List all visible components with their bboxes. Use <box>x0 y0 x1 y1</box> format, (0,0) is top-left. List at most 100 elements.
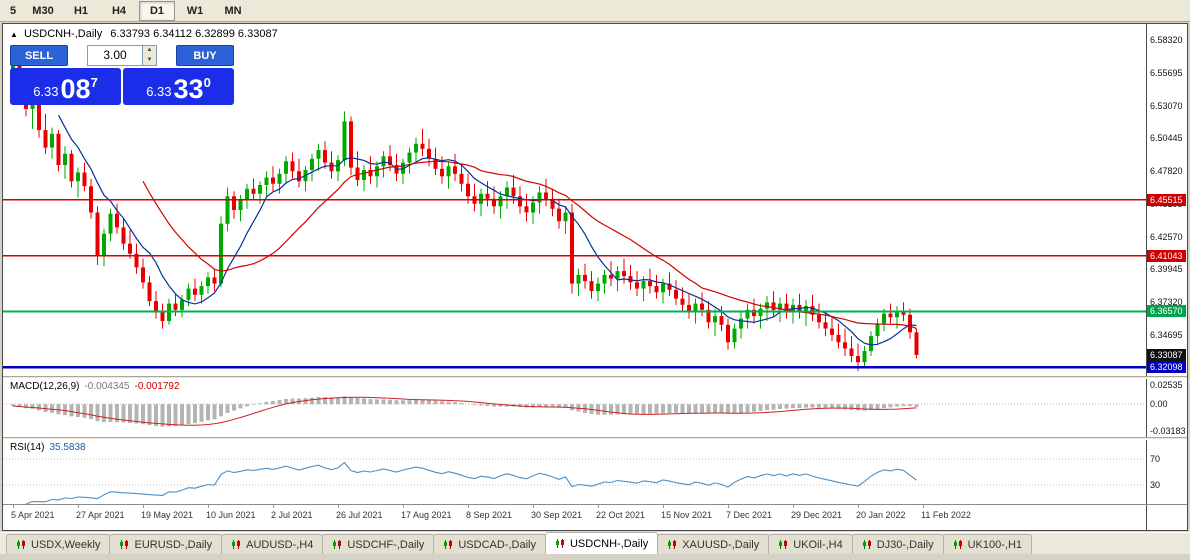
chart-tab-eurusd[interactable]: EURUSD-,Daily <box>109 534 223 554</box>
chart-tab-usdx[interactable]: USDX,Weekly <box>6 534 111 554</box>
timeframe-button-d1[interactable]: D1 <box>139 0 175 21</box>
sell-price-sup: 7 <box>90 75 98 90</box>
price-level-badge: 6.41043 <box>1147 249 1186 262</box>
sell-button[interactable]: SELL <box>10 45 68 66</box>
date-tick-mark <box>403 505 404 508</box>
rsi-label: RSI(14) 35.5838 <box>10 442 86 453</box>
date-axis-label: 30 Sep 2021 <box>531 510 583 520</box>
tab-chart-icon <box>862 540 871 549</box>
rsi-value: 35.5838 <box>49 442 86 453</box>
date-tick-mark <box>208 505 209 508</box>
date-axis-label: 20 Jan 2022 <box>856 510 906 520</box>
volume-up-button[interactable]: ▲ <box>143 46 156 56</box>
date-tick-mark <box>858 505 859 508</box>
chart-tab-usdcnh[interactable]: USDCNH-,Daily <box>544 532 659 554</box>
volume-down-button[interactable]: ▼ <box>143 55 156 65</box>
date-axis-label: 15 Nov 2021 <box>661 510 713 520</box>
date-tick-mark <box>468 505 469 508</box>
price-axis-label: 6.39945 <box>1150 264 1183 275</box>
price-axis-label: 6.55695 <box>1150 67 1183 78</box>
macd-indicator-chart[interactable] <box>3 379 1146 437</box>
timeframe-button-mn[interactable]: MN <box>224 4 242 17</box>
current-price-badge: 6.33087 <box>1147 348 1186 361</box>
timeframe-button-5[interactable]: 5 <box>9 4 17 17</box>
date-axis-label: 27 Apr 2021 <box>76 510 125 520</box>
chart-tab-ukoil[interactable]: UKOil-,H4 <box>768 534 853 554</box>
price-axis-label: 6.42570 <box>1150 231 1183 242</box>
chart-tab-usdcad[interactable]: USDCAD-,Daily <box>433 534 546 554</box>
macd-label: MACD(12,26,9) -0.004345 -0.001792 <box>10 381 180 392</box>
timeframe-button-w1[interactable]: W1 <box>186 4 204 17</box>
chart-ohlc-values: 6.33793 6.34112 6.32899 6.33087 <box>110 28 278 40</box>
rsi-axis-label: 70 <box>1150 454 1161 465</box>
chart-tab-audusd[interactable]: AUDUSD-,H4 <box>221 534 324 554</box>
date-axis-label: 29 Dec 2021 <box>791 510 843 520</box>
price-level-badge: 6.32098 <box>1147 361 1186 374</box>
tab-chart-icon <box>232 540 241 549</box>
date-axis-label: 5 Apr 2021 <box>11 510 55 520</box>
date-tick-mark <box>13 505 14 508</box>
date-tick-mark <box>78 505 79 508</box>
moving-average-line <box>57 114 917 346</box>
buy-price-sup: 0 <box>203 75 211 90</box>
date-axis-label: 10 Jun 2021 <box>206 510 256 520</box>
tab-chart-icon <box>668 540 677 549</box>
date-tick-mark <box>143 505 144 508</box>
tab-label: UK100-,H1 <box>967 538 1023 551</box>
date-axis-label: 19 May 2021 <box>141 510 194 520</box>
volume-field[interactable]: 3.00 ▲ ▼ <box>87 45 157 66</box>
tab-chart-icon <box>444 540 453 549</box>
date-tick-mark <box>533 505 534 508</box>
one-click-trading-toggle-icon[interactable]: ▲ <box>10 30 18 39</box>
pane-separator[interactable] <box>3 437 1187 440</box>
tab-label: UKOil-,H4 <box>793 538 843 551</box>
timeframe-button-m30[interactable]: M30 <box>32 4 54 17</box>
rsi-axis-label: 30 <box>1150 479 1161 490</box>
date-axis-label: 11 Feb 2022 <box>921 510 971 520</box>
date-tick-mark <box>273 505 274 508</box>
chart-symbol-label: USDCNH-,Daily <box>23 28 103 40</box>
tab-label: USDX,Weekly <box>31 538 101 551</box>
tab-label: USDCNH-,Daily <box>569 537 649 550</box>
date-axis-label: 7 Dec 2021 <box>726 510 773 520</box>
price-axis-label: 6.34695 <box>1150 329 1183 340</box>
moving-average-line <box>142 160 917 330</box>
sell-price-prefix: 6.33 <box>33 84 59 99</box>
date-tick-mark <box>923 505 924 508</box>
date-axis-label: 2 Jul 2021 <box>271 510 313 520</box>
sell-price-box[interactable]: 6.33 08 7 <box>10 68 121 105</box>
macd-signal-value: -0.001792 <box>134 381 180 392</box>
timeframe-button-h4[interactable]: H4 <box>111 4 127 17</box>
buy-price-box[interactable]: 6.33 33 0 <box>123 68 234 105</box>
tab-label: AUDUSD-,H4 <box>246 538 314 551</box>
tab-label: USDCHF-,Daily <box>347 538 425 551</box>
chart-tab-uk100[interactable]: UK100-,H1 <box>942 534 1033 554</box>
timeframe-button-h1[interactable]: H1 <box>73 4 89 17</box>
buy-button[interactable]: BUY <box>176 45 234 66</box>
tab-chart-icon <box>17 540 25 549</box>
date-axis[interactable]: 5 Apr 2021 27 Apr 2021 19 May 2021 10 Jun 2… <box>3 505 1146 530</box>
chart-tab-dj30[interactable]: DJ30-,Daily <box>851 534 944 554</box>
date-axis-label: 26 Jul 2021 <box>336 510 383 520</box>
volume-value[interactable]: 3.00 <box>103 48 127 62</box>
date-tick-mark <box>793 505 794 508</box>
tab-label: DJ30-,Daily <box>876 538 934 551</box>
pane-separator[interactable] <box>3 376 1187 379</box>
chart-tab-usdchf[interactable]: USDCHF-,Daily <box>322 534 435 554</box>
one-click-trading-panel: SELL 3.00 ▲ ▼ BUY 6.33 08 7 6.33 33 0 <box>10 45 234 105</box>
date-tick-mark <box>728 505 729 508</box>
chart-tab-xauusd[interactable]: XAUUSD-,Daily <box>657 534 770 554</box>
tab-label: XAUUSD-,Daily <box>682 538 760 551</box>
rsi-indicator-chart[interactable] <box>3 440 1146 504</box>
chart-tabs-bar: USDX,Weekly EURUSD-,Daily AUDUSD-,H4 USDCHF… <box>0 532 1190 554</box>
date-axis-label: 8 Sep 2021 <box>466 510 513 520</box>
price-axis-label: 6.58320 <box>1150 34 1183 45</box>
price-axis-label: 6.50445 <box>1150 133 1183 144</box>
date-tick-mark <box>598 505 599 508</box>
price-axis[interactable]: 6.583206.556956.530706.504456.478206.451… <box>1146 24 1187 530</box>
chart-window: 5 Apr 2021 27 Apr 2021 19 May 2021 10 Jun 2… <box>2 23 1188 531</box>
macd-axis-label: 0.00 <box>1150 399 1168 410</box>
date-tick-mark <box>663 505 664 508</box>
sell-price-big: 08 <box>60 74 91 104</box>
date-axis-label: 17 Aug 2021 <box>401 510 452 520</box>
